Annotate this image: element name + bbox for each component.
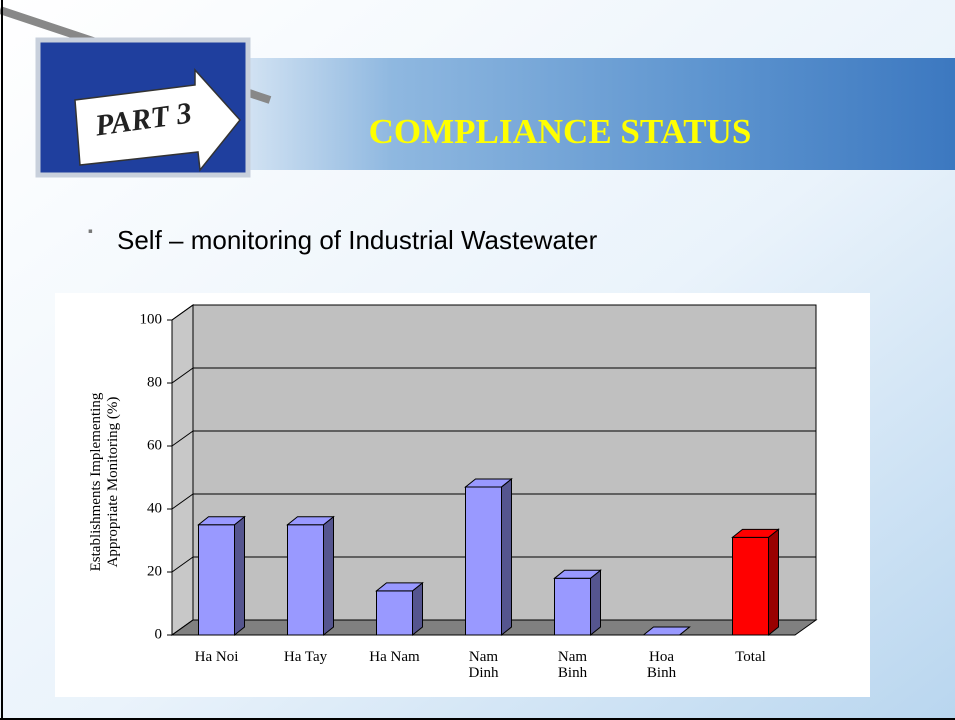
bar-front — [287, 524, 324, 636]
bar-side — [412, 581, 423, 637]
x-tick-label: Hoa Binh — [646, 649, 677, 681]
bar-front — [376, 590, 413, 636]
bar-top — [197, 516, 246, 526]
x-tick-label: Total — [735, 649, 766, 665]
grid-line — [171, 556, 194, 573]
bar-side — [768, 528, 779, 637]
side-wall — [171, 304, 194, 636]
bar-top — [642, 626, 691, 636]
grid-line — [171, 619, 194, 636]
grid-line — [171, 430, 194, 447]
bullet-text: Self – monitoring of Industrial Wastewat… — [117, 225, 598, 255]
bar-top — [553, 569, 602, 579]
y-tick-label: 20 — [147, 563, 162, 579]
bullet-marker: ▪ — [88, 223, 93, 239]
bar-side — [501, 477, 512, 637]
bar-front — [198, 524, 235, 636]
x-tick-label: Ha Nam — [369, 649, 420, 665]
slide-title: COMPLIANCE STATUS — [368, 112, 752, 151]
y-tick-label: 60 — [147, 437, 162, 453]
y-tick-label: 100 — [140, 311, 163, 327]
y-tick-label: 40 — [147, 500, 162, 516]
bar-front — [554, 577, 591, 636]
bar-side — [234, 515, 245, 637]
sign-arrow — [74, 68, 241, 172]
bar-front — [732, 536, 769, 636]
x-tick-label: Nam Binh — [557, 649, 588, 681]
grid-line — [171, 493, 194, 510]
bar-top — [286, 516, 335, 526]
grid-line — [171, 367, 194, 384]
bar-front — [465, 486, 502, 636]
y-tick-label: 0 — [155, 626, 163, 642]
bar-side — [323, 515, 334, 637]
x-tick-label: Ha Tay — [283, 649, 328, 665]
bar-side — [590, 569, 601, 637]
x-tick-label: Ha Noi — [194, 649, 239, 665]
grid-line — [171, 304, 194, 321]
y-tick-label: 80 — [147, 374, 162, 390]
bar-top — [375, 582, 424, 592]
y-axis-label: Establishments Implementing Appropriate … — [88, 392, 121, 572]
x-tick-label: Nam Dinh — [468, 649, 499, 681]
header-band — [150, 58, 955, 170]
bar-top — [464, 478, 513, 488]
bar-top — [731, 528, 780, 538]
